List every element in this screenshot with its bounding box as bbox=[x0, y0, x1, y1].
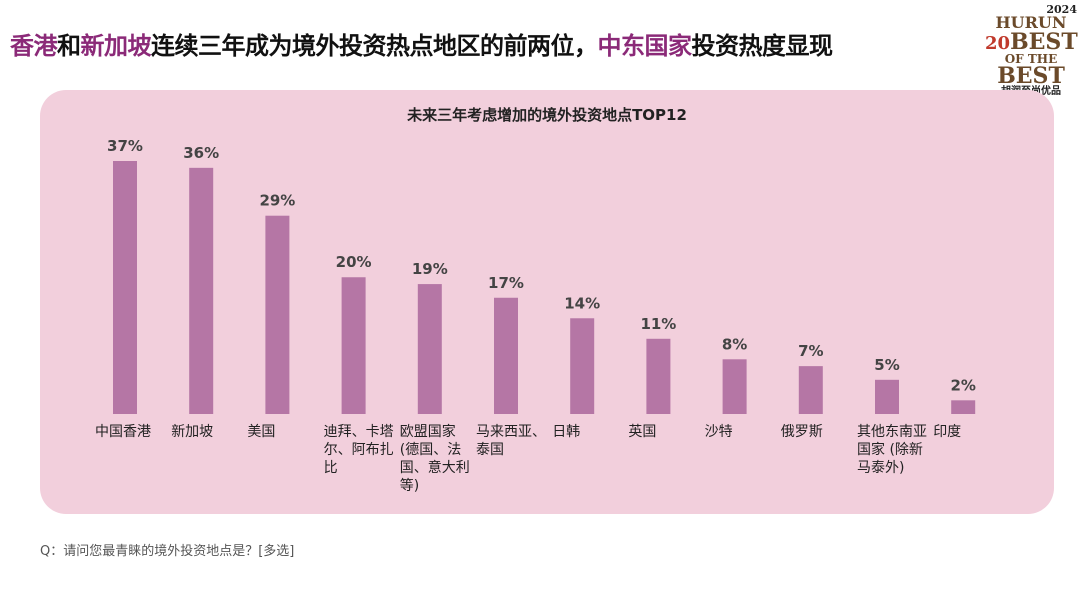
x-tick-label: 沙特 bbox=[704, 424, 733, 440]
bar bbox=[570, 318, 595, 414]
title-part: 和 bbox=[57, 32, 81, 60]
title-part: 中东国家 bbox=[597, 32, 693, 60]
logo-line: BEST bbox=[1010, 29, 1078, 55]
x-tick-label: 美国 bbox=[247, 424, 276, 440]
logo-year: 2024 bbox=[1046, 3, 1077, 16]
x-tick-label: 欧盟国家 (德国、法国、意大利等) bbox=[399, 424, 470, 494]
bar bbox=[494, 297, 518, 414]
data-label: 8% bbox=[722, 335, 747, 353]
bar bbox=[798, 366, 823, 414]
bar bbox=[417, 284, 442, 414]
chart-title: 未来三年考虑增加的境外投资地点TOP12 bbox=[407, 106, 687, 124]
x-tick-label: 英国 bbox=[628, 424, 657, 440]
data-label: 29% bbox=[259, 192, 295, 210]
data-label: 11% bbox=[640, 315, 676, 333]
title-part: 投资热度显现 bbox=[691, 32, 834, 60]
data-label: 20% bbox=[336, 253, 372, 271]
x-tick-label: 中国香港 bbox=[95, 424, 151, 440]
data-label: 5% bbox=[874, 356, 899, 374]
footnote: Q：请问您最青睐的境外投资地点是？[多选] bbox=[40, 544, 295, 559]
bar bbox=[341, 277, 366, 414]
bar bbox=[265, 215, 290, 414]
bar bbox=[722, 359, 747, 414]
data-label: 37% bbox=[107, 137, 143, 155]
data-label: 36% bbox=[183, 144, 219, 162]
data-label: 7% bbox=[798, 342, 823, 360]
logo-line: BEST bbox=[997, 63, 1065, 89]
data-label: 14% bbox=[564, 294, 600, 312]
x-tick-label: 其他东南亚国家 (除新马泰外) bbox=[857, 424, 927, 476]
slide-title: 香港和新加坡连续三年成为境外投资热点地区的前两位，中东国家投资热度显现 bbox=[10, 26, 833, 61]
bar bbox=[646, 338, 671, 414]
x-tick-label: 马来西亚、泰国 bbox=[476, 424, 546, 458]
logo-number: 20 bbox=[985, 33, 1011, 54]
bar bbox=[951, 400, 976, 414]
x-tick-label: 日韩 bbox=[552, 424, 581, 440]
x-tick-label: 迪拜、卡塔尔、阿布扎比 bbox=[323, 424, 394, 476]
data-label: 17% bbox=[488, 274, 524, 292]
title-part: 连续三年成为境外投资热点地区的前两位， bbox=[151, 32, 598, 60]
x-tick-label: 俄罗斯 bbox=[780, 424, 823, 440]
bar bbox=[875, 379, 899, 414]
bar bbox=[113, 161, 137, 414]
data-label: 19% bbox=[412, 260, 448, 278]
bar bbox=[189, 167, 214, 414]
logo-brand: HURUN bbox=[995, 13, 1067, 32]
title-part: 新加坡 bbox=[80, 32, 152, 60]
title-part: 香港 bbox=[10, 32, 58, 60]
data-label: 2% bbox=[950, 376, 975, 394]
x-tick-label: 新加坡 bbox=[171, 424, 214, 440]
x-tick-label: 印度 bbox=[933, 424, 962, 440]
logo-line: OF THE bbox=[1004, 52, 1058, 66]
